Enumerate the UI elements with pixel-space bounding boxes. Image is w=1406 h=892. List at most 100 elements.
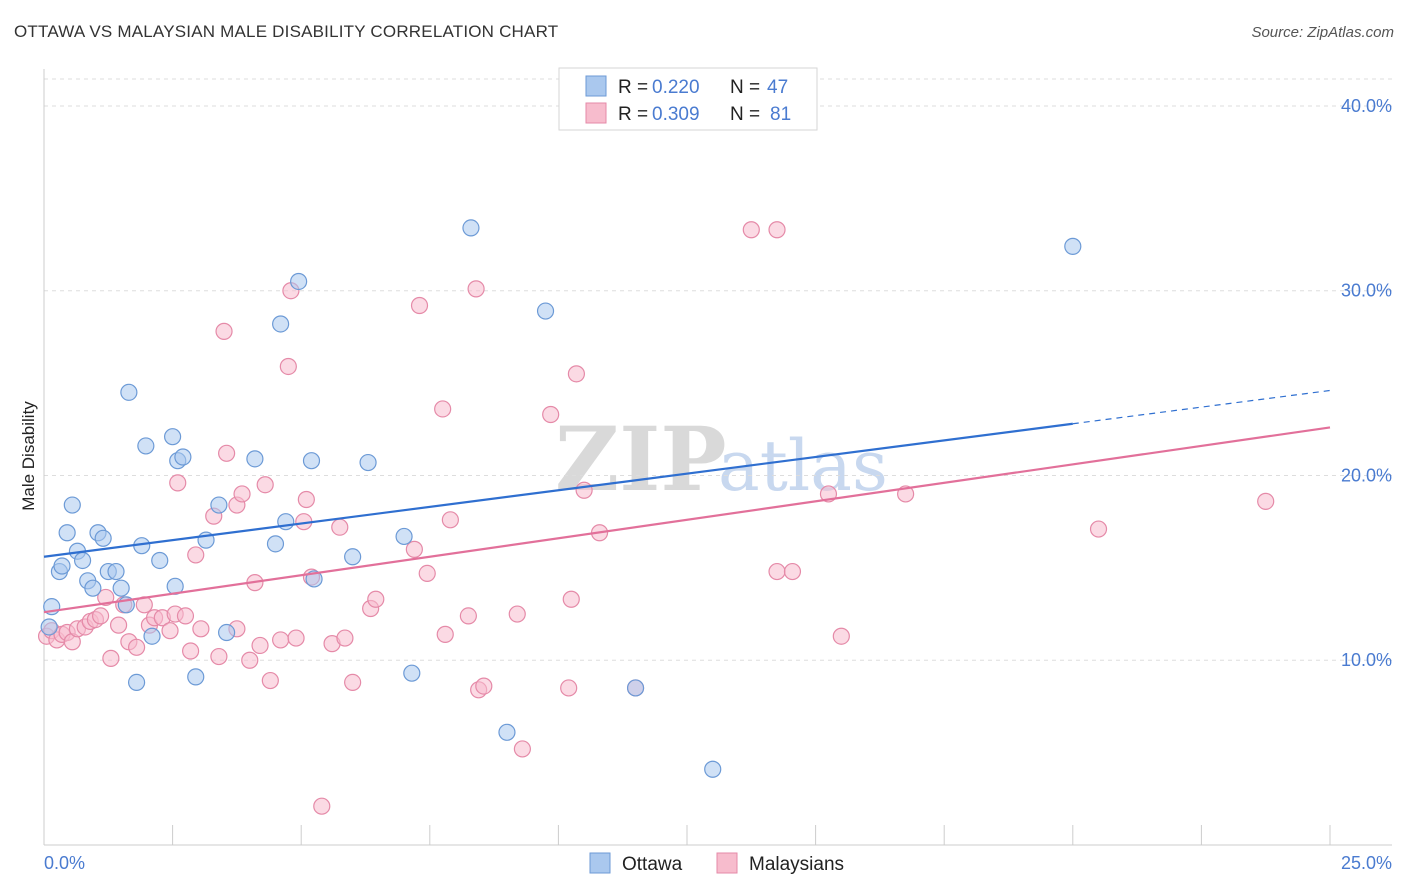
y-tick-label: 10.0% — [1341, 650, 1392, 670]
ottawa-point — [73, 551, 92, 570]
malaysians-point — [1089, 520, 1108, 538]
malaysians-point — [405, 540, 423, 558]
trend-lines — [43, 389, 1331, 614]
y-axis-title: Male Disability — [19, 401, 38, 511]
malaysians-point — [161, 622, 179, 640]
ottawa-point — [53, 557, 71, 575]
x-tick-label-max: 25.0% — [1341, 853, 1392, 873]
malaysians-point — [344, 673, 362, 692]
malaysians-point — [768, 221, 786, 239]
legend-r-label-ottawa: R = — [618, 77, 648, 98]
ottawa-point — [151, 551, 169, 570]
ottawa-point — [359, 453, 377, 472]
ottawa-point — [302, 452, 321, 470]
malaysians-point — [467, 280, 485, 298]
watermark: ZIP atlas — [555, 407, 888, 511]
ottawa-point — [120, 383, 138, 401]
trend-line-malaysians — [43, 426, 1331, 614]
malaysians-point — [287, 629, 305, 647]
malaysians-point — [459, 607, 477, 625]
malaysians-point — [336, 629, 354, 647]
grid — [44, 78, 1392, 661]
y-tick-label: 40.0% — [1341, 96, 1392, 116]
trend-line-ottawa-extension — [1072, 389, 1331, 425]
malaysians-point — [241, 651, 259, 669]
source-label: Source: ZipAtlas.com — [1251, 24, 1394, 41]
ottawa-point — [107, 562, 125, 581]
ottawa-point — [266, 535, 285, 553]
legend-r-value-ottawa: 0.220 — [652, 77, 700, 98]
malaysians-point — [832, 627, 850, 645]
malaysians-point — [768, 562, 786, 581]
malaysians-point — [251, 636, 269, 655]
ottawa-point — [344, 548, 362, 566]
ottawa-point — [1064, 237, 1082, 255]
y-tick-labels: 10.0% 20.0% 30.0% 40.0% — [1341, 96, 1392, 670]
malaysians-point — [91, 607, 110, 625]
ottawa-point — [112, 579, 130, 597]
malaysians-point — [256, 476, 274, 494]
malaysians-point — [210, 647, 228, 666]
malaysians-point — [272, 631, 290, 649]
ottawa-point — [164, 428, 182, 446]
legend-n-value-ottawa: 47 — [767, 77, 788, 98]
ottawa-point — [290, 272, 308, 291]
malaysians-point — [434, 400, 452, 418]
malaysians-point — [367, 590, 385, 608]
malaysians-point — [297, 490, 315, 509]
malaysians-point — [513, 740, 531, 758]
ottawa-point — [137, 437, 155, 455]
ottawa-point — [462, 219, 480, 237]
malaysians-point — [313, 797, 331, 815]
malaysians-point — [182, 642, 200, 660]
ottawa-point — [84, 579, 102, 597]
series-malaysians — [37, 221, 1275, 815]
ottawa-point — [94, 529, 112, 547]
ottawa-point — [143, 627, 161, 645]
malaysians-point — [562, 590, 580, 608]
legend-r-value-malaysians: 0.309 — [652, 104, 700, 125]
ottawa-point — [58, 524, 76, 542]
malaysians-point — [436, 625, 454, 643]
ottawa-point — [210, 496, 228, 514]
malaysians-point — [233, 485, 251, 503]
ottawa-point — [127, 673, 146, 692]
malaysians-point — [192, 620, 210, 638]
malaysians-point — [215, 322, 233, 340]
malaysians-point — [475, 677, 493, 695]
y-tick-label: 30.0% — [1341, 281, 1392, 301]
legend-n-value-malaysians: 81 — [770, 104, 791, 125]
legend-n-label-malaysians: N = — [730, 104, 760, 125]
legend-r-label-malaysians: R = — [618, 104, 648, 125]
bottom-legend: Ottawa Malaysians — [589, 852, 844, 875]
ottawa-point — [218, 623, 236, 642]
malaysians-point — [261, 671, 279, 690]
y-tick-label: 20.0% — [1341, 465, 1392, 485]
malaysians-point — [742, 221, 760, 239]
ottawa-point — [395, 527, 413, 546]
bottom-legend-swatch-ottawa — [589, 852, 611, 874]
malaysians-point — [1257, 492, 1275, 510]
malaysians-point — [218, 444, 236, 462]
bottom-legend-label-malaysians: Malaysians — [749, 854, 844, 875]
malaysians-point — [575, 481, 593, 499]
malaysians-point — [508, 605, 526, 623]
malaysians-point — [176, 607, 195, 625]
malaysians-point — [279, 357, 297, 376]
ottawa-point — [246, 450, 264, 468]
legend-swatch-ottawa — [585, 75, 607, 97]
ottawa-point — [187, 668, 205, 686]
malaysians-point — [418, 564, 436, 583]
ottawa-point — [704, 760, 722, 778]
trend-line-ottawa — [43, 422, 1073, 558]
malaysians-point — [560, 679, 578, 697]
legend-n-label-ottawa: N = — [730, 77, 760, 98]
bottom-legend-swatch-malaysians — [716, 852, 738, 874]
ottawa-point — [63, 496, 81, 514]
ottawa-point — [536, 302, 555, 320]
bottom-legend-label-ottawa: Ottawa — [622, 854, 683, 875]
ottawa-point — [498, 723, 516, 741]
ottawa-point — [272, 315, 290, 333]
malaysians-point — [127, 638, 146, 656]
